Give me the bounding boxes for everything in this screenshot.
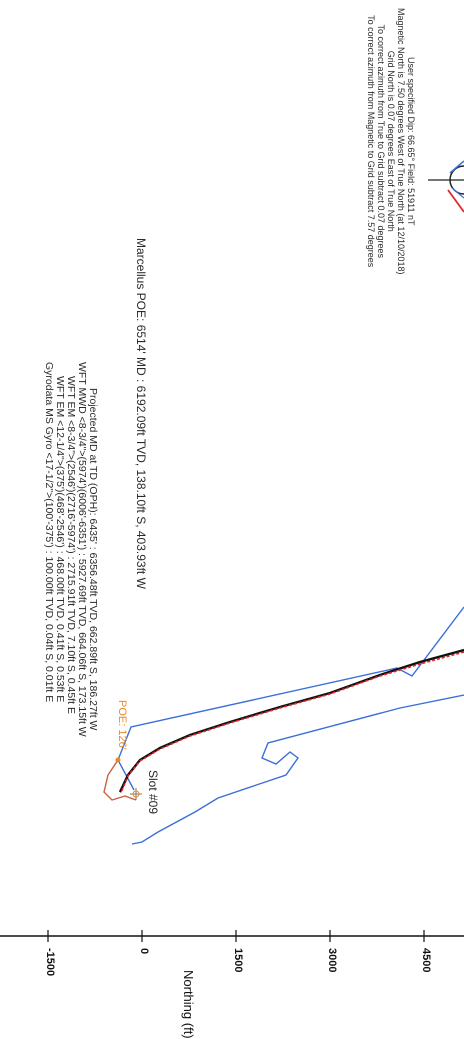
tool-line: WFT EM <12-1/4">(375')(468'-2546') : 468… [54,376,66,703]
northing-axis-title: Northing (ft) [181,970,196,1039]
wellpath [103,648,464,801]
wellpath-plan [120,651,464,794]
lease-boundary-upper [117,606,464,791]
well-plot-page: User specified Dip: 66.65° Field: 51911 … [0,8,464,1039]
wellpath-tail [103,759,137,801]
survey-tool-list: Projected MD at TD (OPH): 6435' : 6356.4… [43,362,99,737]
magnetic-info-line: To correct azimuth from Magnetic to Grid… [366,15,376,268]
magnetic-info: User specified Dip: 66.65° Field: 51911 … [366,8,416,274]
slot-label: Slot #09 [146,770,160,815]
marcellus-poe: Marcellus POE: 6514' MD : 6192.09ft TVD,… [134,238,148,589]
poe-label: POE: 126' [116,700,128,750]
magnetic-info-line: To correct azimuth from True to Grid sub… [376,24,386,259]
lease-boundary-lower [131,694,464,845]
axis-tick-label: 0 [138,948,150,955]
axis-tick-label: 1500 [232,948,244,973]
tool-line: Gyrodata MS Gyro <17-1/2">(100'-375') : … [43,362,55,703]
axis-tick-label: 4500 [420,948,432,973]
axis-tick-label: 3000 [326,948,338,973]
wellpath-actual [118,648,464,793]
poe-marker [115,757,121,763]
tool-line: Projected MD at TD (OPH): 6435' : 6356.4… [87,388,99,731]
northing-axis [0,930,464,942]
magnetic-info-line: User specified Dip: 66.65° Field: 51911 … [406,56,416,226]
plan-view-plot [0,160,464,942]
lease-boundary [117,606,464,845]
tool-line: WFT MWD <8-3/4">(5974')(6006'-6351') : 5… [76,362,88,737]
axis-tick-label: -1500 [44,948,56,977]
slot-marker-icon [130,788,142,800]
north-arrow-icon [428,160,464,213]
magnetic-info-line: Grid North is 0.07 degrees East of True … [386,50,396,232]
tool-line: WFT EM <8-3/4">(2546')(2716'-5974') : 27… [65,376,77,714]
magnetic-info-line: Magnetic North is 7.50 degrees West of T… [396,8,406,275]
